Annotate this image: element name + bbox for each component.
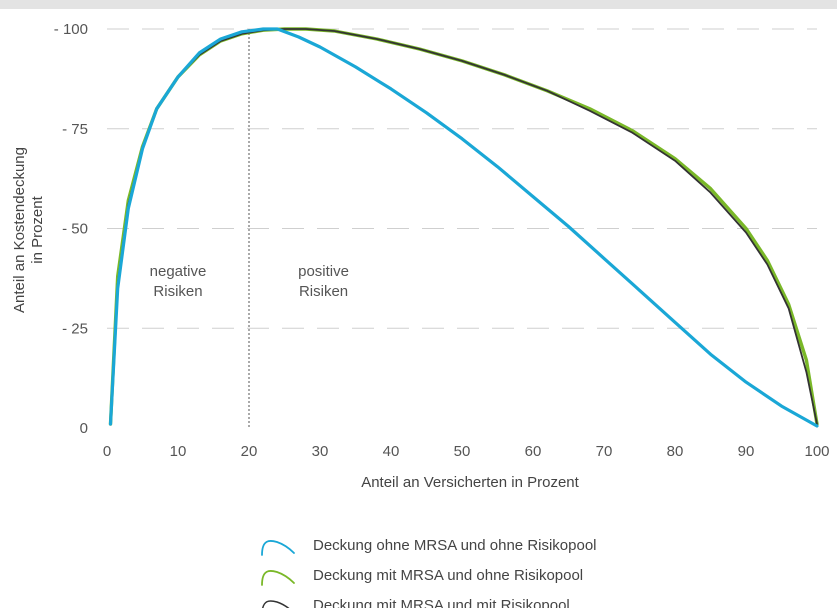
x-tick-label: 0 — [103, 443, 111, 460]
region-label-line: Risiken — [299, 283, 348, 300]
y-tick-label: - 50 — [62, 221, 88, 238]
series-lines — [108, 27, 819, 428]
region-label-line: Risiken — [153, 283, 202, 300]
legend-swatch — [261, 570, 295, 586]
x-tick-label: 50 — [454, 443, 471, 460]
x-axis-title: Anteil an Versicherten in Prozent — [361, 474, 579, 491]
x-tick-labels: 0 10 20 30 40 50 60 70 80 90 100 — [103, 443, 830, 460]
y-tick-label: - 100 — [54, 21, 88, 38]
region-label-line: negative — [150, 263, 207, 280]
y-axis-title-line1: Anteil an Kostendeckung — [11, 147, 28, 313]
legend-item-1: Deckung ohne MRSA und ohne Risikopool — [261, 537, 597, 556]
legend-label: Deckung ohne MRSA und ohne Risikopool — [313, 537, 597, 554]
x-tick-label: 70 — [596, 443, 613, 460]
region-label-line: positive — [298, 263, 349, 280]
legend-label: Deckung mit MRSA und ohne Risikopool — [313, 567, 583, 584]
y-tick-label: 0 — [80, 420, 88, 437]
y-tick-label: - 25 — [62, 320, 88, 337]
top-band — [0, 0, 837, 9]
x-tick-label: 80 — [667, 443, 684, 460]
legend-swatch — [261, 540, 295, 556]
series-line-2 — [108, 27, 819, 426]
y-axis-title-line2: in Prozent — [29, 195, 46, 263]
y-tick-label: - 75 — [62, 121, 88, 138]
series-line-3 — [109, 28, 818, 425]
legend-swatch — [262, 600, 290, 608]
legend-label: Deckung mit MRSA und mit Risikopool — [313, 597, 570, 608]
x-tick-label: 10 — [170, 443, 187, 460]
legend-item-3: Deckung mit MRSA und mit Risikopool — [262, 597, 570, 608]
x-tick-label: 60 — [525, 443, 542, 460]
y-tick-labels: 0 - 25 - 50 - 75 - 100 — [54, 21, 88, 437]
series-line-1 — [108, 27, 819, 428]
legend-item-2: Deckung mit MRSA und ohne Risikopool — [261, 567, 583, 586]
x-tick-label: 20 — [241, 443, 258, 460]
region-labels: negative Risiken positive Risiken — [150, 263, 349, 300]
region-label-1: negative Risiken — [150, 263, 207, 300]
legend: Deckung ohne MRSA und ohne Risikopool Dec… — [261, 537, 597, 608]
x-tick-label: 90 — [738, 443, 755, 460]
x-tick-label: 40 — [383, 443, 400, 460]
gridlines — [107, 28, 817, 329]
y-axis-title: Anteil an Kostendeckung in Prozent — [11, 147, 46, 313]
x-tick-label: 30 — [312, 443, 329, 460]
x-tick-label: 100 — [804, 443, 829, 460]
region-label-2: positive Risiken — [298, 263, 349, 300]
